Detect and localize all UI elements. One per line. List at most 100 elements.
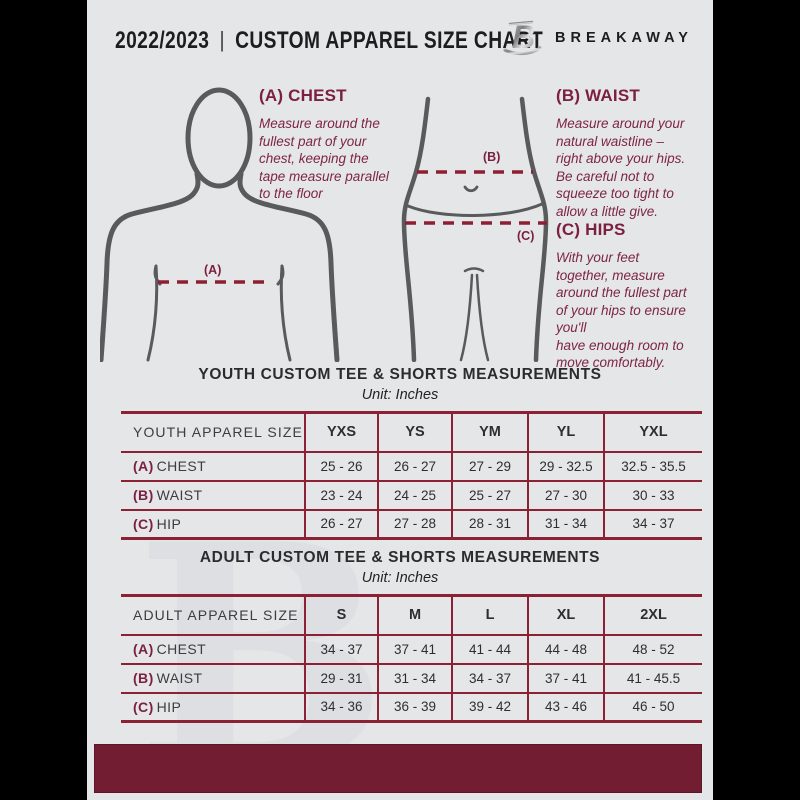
table-cell: 48 - 52 [603, 633, 702, 664]
waist-instruction: (B) WAIST Measure around your natural wa… [556, 86, 711, 220]
row-prefix: (A) [133, 641, 154, 657]
left-torso-outline [401, 96, 431, 362]
table-cell: 44 - 48 [527, 633, 604, 664]
adult-size-table: ADULT APPAREL SIZE S M L XL 2XL (A) CHEST… [121, 594, 702, 723]
table-cell: 34 - 37 [603, 508, 702, 539]
table-row: (C) HIP 26 - 27 27 - 28 28 - 31 31 - 34 3… [121, 508, 702, 539]
table-cell: 27 - 28 [377, 508, 452, 539]
row-label: WAIST [156, 487, 203, 503]
table-row: (A) CHEST 25 - 26 26 - 27 27 - 29 29 - 32… [121, 450, 702, 481]
youth-chest-row-label: (A) CHEST [121, 450, 305, 481]
table-cell: 25 - 26 [304, 450, 378, 481]
youth-column-header: YS [377, 412, 452, 452]
brand-name: BREAKAWAY [555, 30, 693, 46]
row-prefix: (C) [133, 515, 154, 532]
row-label: WAIST [156, 670, 203, 686]
table-cell: 41 - 44 [451, 633, 528, 664]
chest-instruction-heading: (A) CHEST [259, 86, 347, 105]
chest-instruction: (A) CHEST Measure around the fullest par… [259, 86, 409, 203]
adult-column-header: XL [527, 595, 604, 635]
page-title: 2022/2023 | CUSTOM APPAREL SIZE CHART [115, 27, 543, 55]
crotch-line [463, 267, 485, 273]
adult-table-header-row: ADULT APPAREL SIZE S M L XL 2XL [121, 595, 702, 635]
row-prefix: (C) [133, 698, 154, 715]
breakaway-logo-icon: B [503, 19, 542, 56]
table-row: (C) HIP 34 - 36 36 - 39 39 - 42 43 - 46 4… [121, 691, 702, 722]
table-cell: 24 - 25 [377, 479, 452, 510]
brand-block: B BREAKAWAY [502, 17, 693, 59]
adult-section-title: ADULT CUSTOM TEE & SHORTS MEASUREMENTS [199, 549, 601, 566]
hips-instruction: (C) HIPS With your feet together, measur… [556, 220, 713, 372]
right-inner-leg [475, 273, 490, 362]
table-cell: 29 - 31 [304, 662, 378, 693]
table-cell: 27 - 30 [527, 479, 604, 510]
table-cell: 30 - 33 [603, 479, 702, 510]
hips-line-label: (C) [517, 229, 534, 243]
adult-size-label-header: ADULT APPAREL SIZE [133, 607, 299, 624]
adult-column-header: M [377, 595, 452, 635]
row-label: CHEST [156, 458, 207, 474]
season-label: 2022/2023 [115, 27, 210, 54]
table-cell: 29 - 32.5 [527, 450, 604, 481]
table-cell: 26 - 27 [377, 450, 452, 481]
head-outline [185, 87, 253, 189]
youth-section-unit: Unit: Inches [361, 387, 439, 403]
table-cell: 37 - 41 [527, 662, 604, 693]
adult-chest-row-label: (A) CHEST [121, 633, 305, 664]
table-cell: 31 - 34 [377, 662, 452, 693]
table-cell: 27 - 29 [451, 450, 528, 481]
youth-column-header: YXS [304, 412, 378, 452]
adult-section-unit: Unit: Inches [361, 570, 439, 586]
youth-size-label-header: YOUTH APPAREL SIZE [133, 424, 303, 441]
row-prefix: (A) [133, 458, 154, 474]
youth-table-header-row: YOUTH APPAREL SIZE YXS YS YM YL YXL [121, 412, 702, 452]
chest-instruction-text: Measure around the fullest part of your … [259, 116, 389, 202]
table-cell: 23 - 24 [304, 479, 378, 510]
hips-instruction-heading: (C) HIPS [556, 220, 626, 239]
table-cell: 34 - 37 [451, 662, 528, 693]
waist-line-label: (B) [483, 150, 500, 164]
chest-line-label: (A) [204, 263, 221, 277]
adult-waist-row-label: (B) WAIST [121, 662, 305, 693]
table-cell: 28 - 31 [451, 508, 528, 539]
youth-section-title: YOUTH CUSTOM TEE & SHORTS MEASUREMENTS [198, 366, 602, 383]
row-prefix: (B) [133, 487, 154, 503]
lower-body-diagram: (B) (C) [401, 96, 549, 362]
row-label: HIP [156, 698, 182, 715]
navel-mark [463, 185, 479, 193]
table-cell: 43 - 46 [527, 691, 604, 722]
youth-hip-row-label: (C) HIP [121, 508, 305, 539]
waist-instruction-text: Measure around your natural waistline – … [556, 116, 686, 219]
hip-curve-line [406, 202, 544, 217]
upper-body-diagram: (A) [100, 87, 340, 362]
table-cell: 25 - 27 [451, 479, 528, 510]
hips-instruction-text: With your feet together, measure around … [556, 250, 687, 371]
youth-column-header: YM [451, 412, 528, 452]
right-torso-outline [519, 96, 549, 362]
table-cell: 32.5 - 35.5 [603, 450, 702, 481]
youth-waist-row-label: (B) WAIST [121, 479, 305, 510]
footer-accent-bar [94, 744, 702, 793]
table-cell: 31 - 34 [527, 508, 604, 539]
size-chart-page: B 2022/2023 | CUSTOM APPAREL SIZE CHART … [87, 0, 713, 800]
row-prefix: (B) [133, 670, 154, 686]
left-shoulder-arm [100, 171, 201, 362]
waist-instruction-heading: (B) WAIST [556, 86, 640, 105]
title-text: CUSTOM APPAREL SIZE CHART [235, 27, 544, 54]
title-divider: | [219, 27, 225, 52]
youth-column-header: YXL [603, 412, 702, 452]
adult-column-header: 2XL [603, 595, 702, 635]
table-row: (B) WAIST 23 - 24 24 - 25 25 - 27 27 - 30… [121, 479, 702, 510]
right-shoulder-arm [237, 171, 340, 362]
adult-hip-row-label: (C) HIP [121, 691, 305, 722]
table-cell: 37 - 41 [377, 633, 452, 664]
table-cell: 26 - 27 [304, 508, 378, 539]
table-cell: 39 - 42 [451, 691, 528, 722]
table-cell: 34 - 36 [304, 691, 378, 722]
youth-size-table: YOUTH APPAREL SIZE YXS YS YM YL YXL (A) C… [121, 411, 702, 540]
table-cell: 34 - 37 [304, 633, 378, 664]
adult-column-header: L [451, 595, 528, 635]
youth-column-header: YL [527, 412, 604, 452]
table-cell: 41 - 45.5 [603, 662, 702, 693]
row-label: HIP [156, 515, 182, 532]
